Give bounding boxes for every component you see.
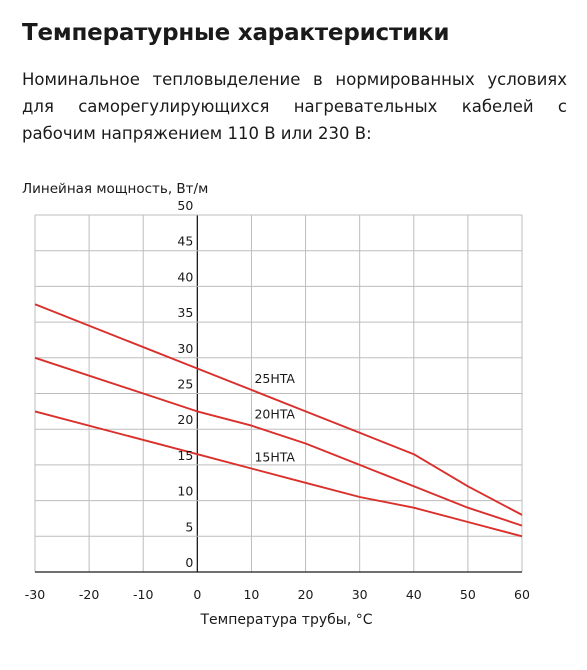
y-tick-label: 15 — [177, 448, 193, 463]
y-tick-label: 25 — [177, 377, 193, 392]
page-title: Температурные характеристики — [22, 20, 450, 46]
y-tick-label: 0 — [185, 555, 193, 570]
y-axis-label: Линейная мощность, Вт/м — [22, 181, 209, 197]
y-tick-label: 10 — [177, 484, 193, 499]
x-tick-label: -30 — [25, 587, 45, 602]
x-tick-label: -10 — [133, 587, 153, 602]
chart-series — [34, 303, 523, 538]
y-tick-label: 30 — [177, 341, 193, 356]
series-label: 20HTA — [254, 407, 295, 422]
y-tick-label: 45 — [177, 234, 193, 249]
x-tick-label: 10 — [243, 587, 259, 602]
chart-labels: -30 -20 -10 0 10 20 30 40 50 60 0 5 10 15 20 25 30 35 40 45… — [25, 198, 530, 628]
x-axis-label: Температура трубы, °C — [199, 612, 372, 628]
x-tick-label: 30 — [352, 587, 368, 602]
series-label: 25HTA — [254, 371, 295, 386]
series-label: 15HTA — [254, 449, 295, 464]
y-tick-label: 50 — [177, 198, 193, 213]
x-tick-label: -20 — [79, 587, 99, 602]
y-tick-label: 40 — [177, 269, 193, 284]
series-line-15HTA — [34, 410, 523, 538]
description-text: Номинальное тепловыделение в нормированн… — [22, 70, 567, 143]
x-tick-label: 0 — [193, 587, 201, 602]
chart-grid — [34, 214, 523, 573]
y-tick-label: 35 — [177, 305, 193, 320]
y-tick-label: 5 — [185, 519, 193, 534]
series-line-20HTA — [34, 356, 523, 527]
x-tick-label: 20 — [298, 587, 314, 602]
series-line-25HTA — [34, 303, 523, 516]
x-tick-label: 60 — [514, 587, 530, 602]
x-tick-label: 50 — [460, 587, 476, 602]
x-tick-label: 40 — [406, 587, 422, 602]
y-tick-label: 20 — [177, 412, 193, 427]
